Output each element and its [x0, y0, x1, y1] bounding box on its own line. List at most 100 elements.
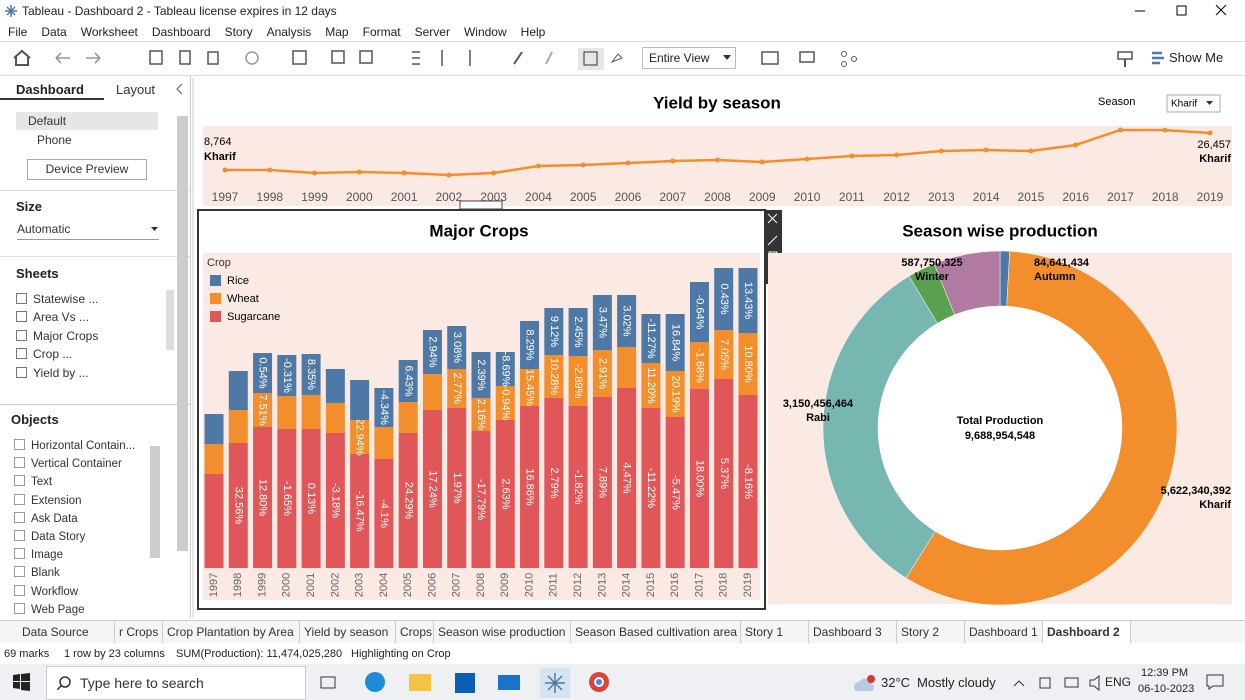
object-icon	[14, 584, 25, 596]
object-item[interactable]: Data Story	[14, 529, 135, 548]
data-label: 13.43%	[742, 282, 754, 320]
fit-dropdown[interactable]: Entire View	[642, 47, 736, 69]
data-label: -1.65%	[281, 481, 293, 516]
sheet-item[interactable]: Area Vs ...	[16, 310, 98, 328]
series-label: Kharif	[204, 151, 236, 163]
sidebar-tab[interactable]: Layout	[116, 82, 156, 97]
x-tick-label: 2012	[572, 573, 584, 597]
data-label: 9.12%	[548, 316, 560, 347]
object-item[interactable]: Ask Data	[14, 511, 135, 530]
bar-segment	[350, 380, 370, 420]
bar-segment	[665, 417, 685, 568]
x-tick-label: 2008	[475, 573, 487, 597]
sheet-tab[interactable]: Story 2	[897, 621, 965, 643]
bar-segment	[665, 314, 685, 371]
point	[222, 167, 228, 173]
sheet-item[interactable]: Statewise ...	[16, 292, 98, 310]
sheet-item[interactable]: Major Crops	[16, 329, 98, 347]
sheet-tab[interactable]: Story 1	[741, 621, 809, 643]
scrollbar	[166, 290, 174, 350]
data-label: 22.94%	[354, 418, 366, 456]
object-item[interactable]: Workflow	[14, 584, 135, 603]
sheet-tab[interactable]: Dashboard 2	[1043, 621, 1131, 643]
object-icon	[14, 602, 25, 614]
menu-item[interactable]: Help	[520, 25, 546, 39]
x-tick-label: 2012	[883, 190, 910, 204]
menu-item[interactable]: Dashboard	[151, 25, 211, 39]
bar-segment	[495, 386, 515, 420]
menu-item[interactable]: Data	[41, 25, 67, 39]
taskbar-apps[interactable]	[315, 668, 615, 698]
menu-item[interactable]: Worksheet	[80, 25, 138, 39]
device[interactable]: Default	[28, 114, 67, 128]
sheet-tab[interactable]: Dashboard 3	[809, 621, 897, 643]
x-tick-label: 2004	[378, 573, 390, 597]
object-item[interactable]: Image	[14, 548, 135, 566]
sheet-item[interactable]: Crop ...	[16, 347, 98, 365]
object-name: Image	[31, 549, 63, 562]
window-controls[interactable]	[1125, 2, 1245, 20]
object-item[interactable]: Web Page	[14, 602, 135, 621]
bar-segment	[617, 347, 637, 388]
menu-item[interactable]: Analysis	[266, 25, 312, 39]
search-box[interactable]: Type here to search	[46, 666, 306, 700]
sheet-tab[interactable]: Season Based cultivation area	[571, 621, 741, 643]
bar-segment	[495, 352, 515, 386]
object-icon	[14, 493, 25, 505]
sheet-tab[interactable]: Crops	[396, 621, 434, 643]
sheet-tab[interactable]: Season wise production	[434, 621, 571, 643]
filter-dropdown[interactable]	[1166, 94, 1221, 113]
start-button[interactable]	[12, 673, 32, 691]
x-tick-label: 1997	[208, 573, 220, 597]
object-item[interactable]: Blank	[14, 566, 135, 584]
sheet-tab[interactable]: r Crops	[115, 621, 163, 643]
point	[267, 167, 273, 173]
point	[938, 148, 944, 154]
sidebar-tab[interactable]: Dashboard	[16, 82, 84, 97]
bar-segment	[714, 330, 734, 379]
divider	[0, 256, 190, 257]
language: ENG	[1105, 675, 1132, 689]
bar-segment	[471, 398, 491, 431]
bar-segment	[374, 427, 394, 459]
bar-segment	[277, 396, 297, 429]
x-tick-label: 2000	[346, 190, 373, 204]
data-label: 12.80%	[257, 479, 269, 517]
data-label: 1.97%	[451, 472, 463, 503]
point	[715, 157, 720, 163]
object-item[interactable]: Extension	[14, 493, 135, 512]
menu-item[interactable]: Server	[414, 25, 450, 39]
data-label: 7.51%	[257, 394, 269, 425]
device-preview-button[interactable]: Device Preview	[27, 159, 147, 180]
sheet-tab[interactable]: Data Source	[0, 621, 115, 643]
tab-underline	[0, 98, 104, 100]
device[interactable]: Phone	[37, 133, 72, 147]
object-item[interactable]: Text	[14, 475, 135, 493]
sheet-tab[interactable]: Yield by season	[300, 621, 396, 643]
size-dropdown[interactable]: Automatic	[17, 222, 159, 240]
window-title: Tableau - Dashboard 2 - Tableau license …	[22, 4, 337, 18]
data-label: 2.91%	[596, 358, 608, 389]
menu-item[interactable]: Window	[463, 25, 507, 39]
x-tick-label: 2003	[480, 190, 507, 204]
donut-hole	[878, 306, 1122, 550]
sheet-item[interactable]: Yield by ...	[16, 366, 98, 384]
value-label: 26,457	[1197, 139, 1231, 151]
menu-item[interactable]: Map	[325, 25, 349, 39]
bar-segment	[568, 308, 588, 356]
menu-item[interactable]: Story	[224, 25, 253, 39]
sheet-tab[interactable]: Dashboard 1	[965, 621, 1043, 643]
object-item[interactable]: Horizontal Contain...	[14, 439, 135, 457]
show-me[interactable]: Show Me	[1169, 50, 1224, 65]
panel-handle[interactable]	[459, 200, 503, 210]
x-tick-label: 2019	[742, 573, 754, 597]
data-label: 2.79%	[548, 467, 560, 498]
data-label: -0.64%	[694, 295, 706, 330]
menu-item[interactable]: File	[8, 25, 28, 39]
bar-segment	[689, 389, 709, 568]
object-item[interactable]: Vertical Container	[14, 457, 135, 475]
bar-segment	[422, 330, 442, 374]
x-tick-label: 2007	[659, 190, 686, 204]
menu-item[interactable]: Format	[362, 25, 401, 39]
sheet-tab[interactable]: Crop Plantation by Area	[163, 621, 300, 643]
